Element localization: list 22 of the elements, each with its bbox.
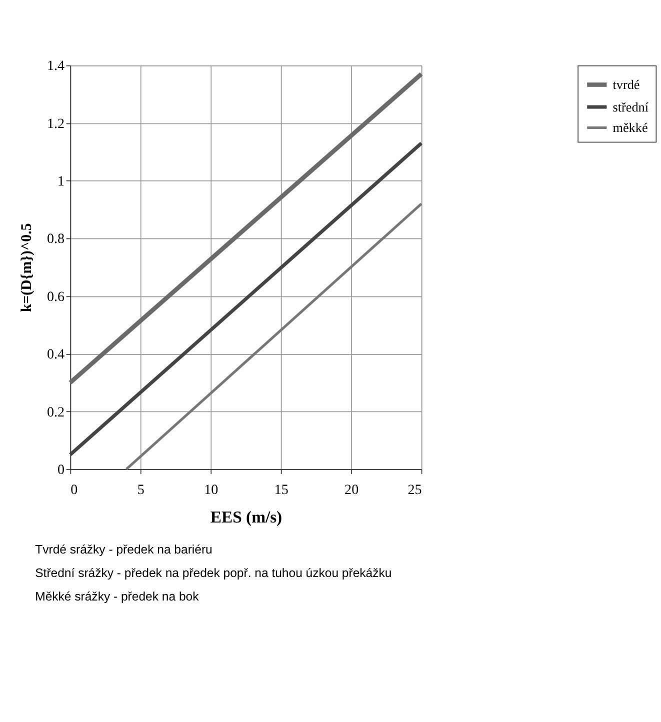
x-axis-title: EES (m/s) xyxy=(210,507,282,526)
y-tick-label: 0.8 xyxy=(46,231,65,248)
y-axis-title: k=(D{m})^0.5 xyxy=(19,223,36,312)
x-tick-label: 20 xyxy=(344,482,359,498)
x-tick-label: 15 xyxy=(274,482,288,498)
x-tick-label: 0 xyxy=(70,482,78,498)
x-tick-label: 25 xyxy=(408,482,422,498)
y-tick-label: 0 xyxy=(58,462,65,478)
y-tick-label: 1.2 xyxy=(46,116,65,132)
text: Měkké srážky - předek na bok xyxy=(35,590,200,604)
text: Tvrdé srážky - předek na bariéru xyxy=(35,542,212,557)
x-tick-label: 10 xyxy=(204,482,218,498)
y-tick-label: 0.6 xyxy=(46,288,65,305)
text: Střední srážky - předek na předek popř. na tuhou úzkou překážku xyxy=(35,566,392,580)
y-tick-label: 0.4 xyxy=(46,346,65,363)
x-tick-label: 5 xyxy=(137,482,144,498)
legend-label: tvrdé xyxy=(612,77,640,92)
legend-label: měkké xyxy=(612,120,648,136)
legend-label: střední xyxy=(612,99,649,114)
y-tick-label: 1.4 xyxy=(46,58,65,74)
y-tick-label: 0.2 xyxy=(46,404,65,420)
y-tick-label: 1 xyxy=(58,174,65,190)
